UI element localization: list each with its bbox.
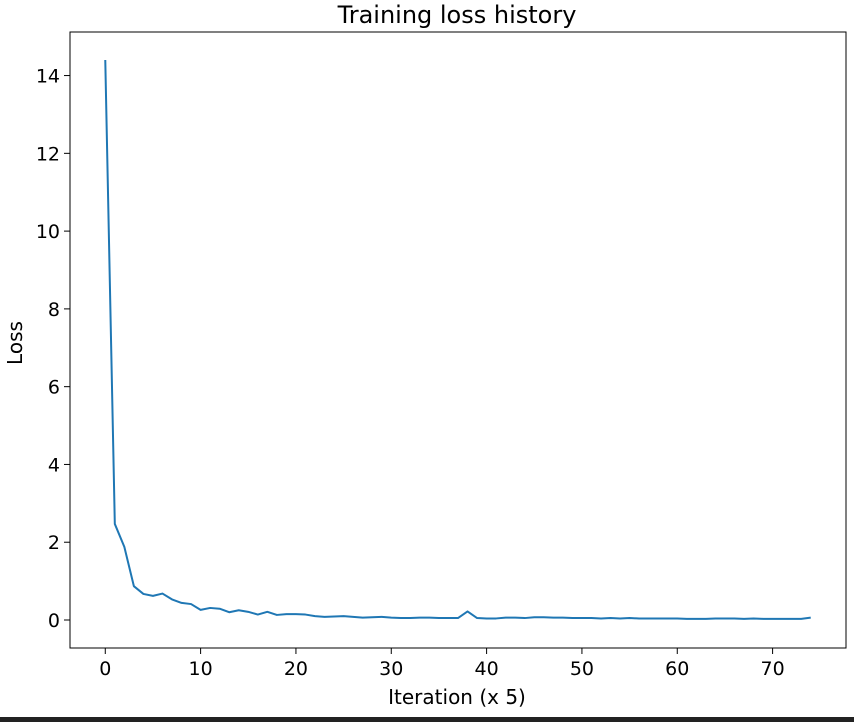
- plot-frame: [69, 31, 847, 649]
- y-tick-label: 10: [36, 221, 60, 243]
- x-tick-label: 10: [189, 658, 213, 680]
- x-tick-label: 50: [570, 658, 594, 680]
- y-tick-label: 2: [48, 532, 60, 554]
- x-axis: 0 10 20 30 40 50 60 70: [99, 648, 785, 680]
- x-axis-label: Iteration (x 5): [388, 685, 526, 709]
- y-tick-label: 14: [36, 66, 60, 88]
- y-axis-label: Loss: [3, 321, 27, 365]
- x-tick-label: 0: [99, 658, 111, 680]
- x-tick-label: 40: [475, 658, 499, 680]
- x-tick-label: 30: [379, 658, 403, 680]
- y-tick-label: 0: [48, 610, 60, 632]
- y-tick-label: 4: [48, 454, 60, 476]
- chart-title: Training loss history: [337, 1, 577, 29]
- bottom-border: [0, 717, 854, 722]
- y-axis: 0 2 4 6 8 10 12 14: [36, 66, 70, 632]
- y-tick-label: 12: [36, 143, 60, 165]
- x-tick-label: 20: [284, 658, 308, 680]
- plot-area: 0 10 20 30 40 50 60 70 0 2 4 6 8 10 12 14: [36, 31, 847, 680]
- y-tick-label: 8: [48, 299, 60, 321]
- y-tick-label: 6: [48, 377, 60, 399]
- x-tick-label: 70: [761, 658, 785, 680]
- x-tick-label: 60: [665, 658, 689, 680]
- loss-series-line: [104, 59, 811, 620]
